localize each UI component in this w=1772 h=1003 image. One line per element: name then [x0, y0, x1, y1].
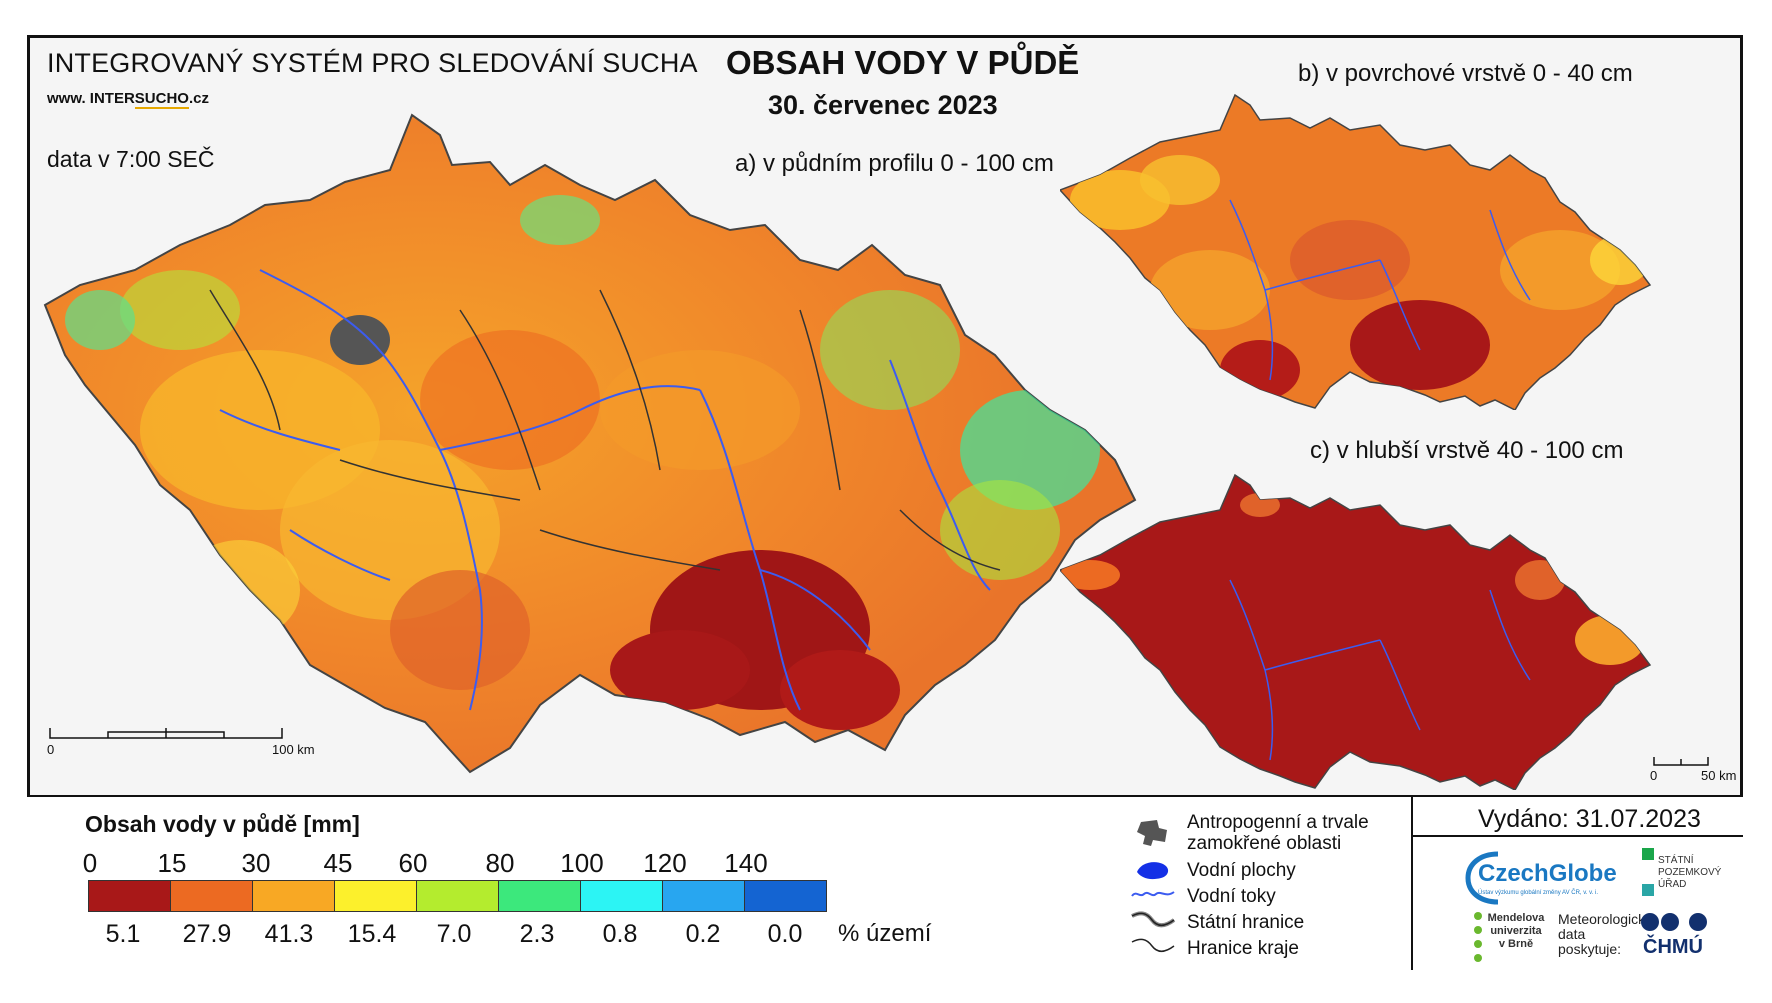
legend-percent: 2.3 [519, 920, 555, 948]
czechglobe-logo-icon [1465, 851, 1499, 905]
map-c-label: c) v hlubší vrstvě 40 - 100 cm [1310, 437, 1624, 464]
czechglobe-subtitle: Ústav výzkumu globální změny AV ČR, v. v… [1478, 890, 1599, 896]
legend-tick: 15 [157, 848, 187, 878]
key-anthropogenic: Antropogenní a trvale [1187, 812, 1369, 833]
data-time: data v 7:00 SEČ [47, 146, 215, 172]
legend-tick: 30 [241, 848, 271, 878]
legend-swatch [416, 880, 499, 912]
divider [1411, 797, 1413, 970]
region-border-icon [1131, 938, 1175, 952]
legend-tick: 80 [485, 848, 515, 878]
scale-bar-main [49, 728, 283, 739]
chmu-logo-icon [1641, 913, 1707, 931]
key-state-border: Státní hranice [1187, 912, 1305, 933]
legend-tick: 45 [323, 848, 353, 878]
map-b-surface-0-40 [1060, 93, 1652, 410]
legend-percent: 0.0 [767, 920, 803, 948]
legend-swatch [252, 880, 335, 912]
scale-main-start: 0 [47, 742, 55, 757]
spu-logo: STÁTNÍ POZEMKOVÝ ÚŘAD [1658, 855, 1722, 890]
legend-title: Obsah vody v půdě [mm] [85, 811, 360, 837]
website-link[interactable]: www. INTERSUCHO.cz [47, 90, 209, 109]
map-c-deep-40-100 [1060, 473, 1652, 790]
czechglobe-logo: CzechGlobe [1478, 860, 1617, 887]
chmu-logo: ČHMÚ [1643, 936, 1703, 958]
scale-bar-small [1653, 757, 1709, 766]
state-border-icon [1131, 911, 1176, 928]
legend-swatch [170, 880, 253, 912]
legend-swatch [744, 880, 827, 912]
legend-percent: 7.0 [436, 920, 472, 948]
legend-swatch [88, 880, 171, 912]
legend-percent: 5.1 [105, 920, 141, 948]
divider [1413, 835, 1743, 837]
legend-tick: 120 [643, 848, 687, 878]
scale-small-end: 50 km [1701, 768, 1737, 783]
issued-date: Vydáno: 31.07.2023 [1478, 805, 1701, 833]
key-water-bodies: Vodní plochy [1187, 860, 1296, 881]
legend-tick: 100 [560, 848, 604, 878]
scale-main-end: 100 km [272, 742, 315, 757]
legend-swatch [334, 880, 417, 912]
water-body-icon [1137, 862, 1169, 880]
key-region-border: Hranice kraje [1187, 938, 1299, 959]
river-icon [1131, 891, 1175, 897]
spu-logo-icon [1642, 848, 1654, 896]
legend-tick: 140 [724, 848, 768, 878]
legend-swatch [662, 880, 745, 912]
legend-percent: 0.8 [602, 920, 638, 948]
legend-percent: 0.2 [685, 920, 721, 948]
legend-tick: 60 [398, 848, 428, 878]
map-date: 30. červenec 2023 [768, 90, 998, 120]
key-rivers: Vodní toky [1187, 886, 1276, 907]
page-title: OBSAH VODY V PŮDĚ [726, 44, 1080, 81]
map-a-label: a) v půdním profilu 0 - 100 cm [735, 150, 1054, 177]
legend-tick: 0 [82, 848, 98, 878]
legend-percent-unit: % území [838, 920, 932, 947]
legend-swatch [580, 880, 663, 912]
legend-swatch [498, 880, 581, 912]
mendelu-logo: Mendelova univerzita v Brně [1487, 912, 1545, 950]
scale-small-start: 0 [1650, 768, 1658, 783]
legend-percent: 15.4 [347, 920, 397, 948]
map-a-profile-0-100 [43, 113, 1137, 774]
meteo-data-provider: Meteorologická data poskytuje: [1558, 911, 1653, 957]
map-b-label: b) v povrchové vrstvě 0 - 40 cm [1298, 60, 1633, 87]
system-title: INTEGROVANÝ SYSTÉM PRO SLEDOVÁNÍ SUCHA [47, 48, 698, 78]
mendelu-logo-icon [1474, 912, 1482, 962]
legend-percent: 27.9 [182, 920, 232, 948]
legend-percent: 41.3 [264, 920, 314, 948]
key-anthropogenic-2: zamokřené oblasti [1187, 833, 1342, 854]
anthropogenic-area-icon [1137, 820, 1167, 846]
